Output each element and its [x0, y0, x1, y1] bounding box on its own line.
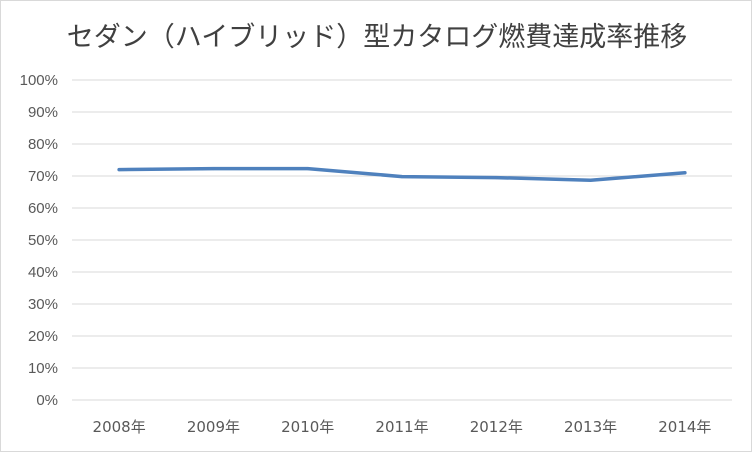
- x-tick-label: 2009年: [187, 418, 240, 436]
- data-point: [211, 167, 215, 171]
- y-tick-labels: 0% 10% 20% 30% 40% 50% 60% 70% 80% 90% 100%: [20, 72, 58, 409]
- series-line: [117, 166, 687, 182]
- y-tick-label: 0%: [36, 392, 58, 409]
- y-tick-label: 100%: [20, 72, 58, 89]
- x-tick-label: 2013年: [564, 418, 617, 436]
- x-tick-label: 2008年: [93, 418, 146, 436]
- y-tick-label: 10%: [28, 360, 58, 377]
- data-point: [683, 171, 687, 175]
- y-tick-label: 60%: [28, 200, 58, 217]
- y-tick-label: 70%: [28, 168, 58, 185]
- x-tick-label: 2011年: [375, 418, 428, 436]
- y-tick-label: 20%: [28, 328, 58, 345]
- y-tick-label: 80%: [28, 136, 58, 153]
- y-tick-label: 90%: [28, 104, 58, 121]
- series-group: [117, 166, 687, 182]
- x-tick-labels: 2008年 2009年 2010年 2011年 2012年 2013年 2014年: [93, 418, 712, 436]
- chart-title: セダン（ハイブリッド）型カタログ燃費達成率推移: [66, 22, 688, 53]
- x-tick-label: 2010年: [281, 418, 334, 436]
- data-point: [494, 176, 498, 180]
- y-tick-label: 40%: [28, 264, 58, 281]
- y-tick-label: 30%: [28, 296, 58, 313]
- gridlines: [72, 79, 732, 401]
- data-point: [306, 167, 310, 171]
- y-tick-label: 50%: [28, 232, 58, 249]
- data-point: [400, 175, 404, 179]
- data-point: [117, 168, 121, 172]
- x-tick-label: 2012年: [470, 418, 523, 436]
- data-point: [589, 178, 593, 182]
- x-tick-label: 2014年: [658, 418, 711, 436]
